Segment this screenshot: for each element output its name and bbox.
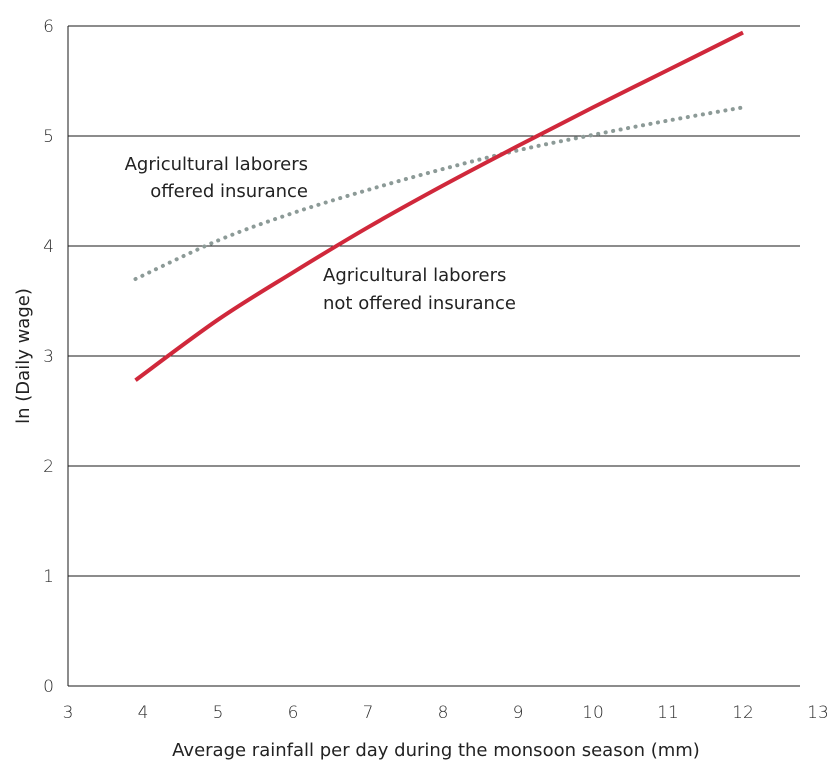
x-tick-label-9: 9 — [513, 703, 524, 723]
y-tick-label-6: 6 — [43, 17, 54, 37]
y-axis-title: ln (Daily wage) — [13, 288, 34, 424]
x-tick-label-3: 3 — [63, 703, 74, 723]
x-tick-label-11: 11 — [657, 703, 679, 723]
series-line-offered-insurance — [133, 105, 745, 281]
x-tick-label-8: 8 — [438, 703, 449, 723]
x-tick-label-7: 7 — [363, 703, 374, 723]
y-tick-label-3: 3 — [43, 347, 54, 367]
x-tick-label-13: 13 — [807, 703, 829, 723]
series-line-not-offered-insurance — [134, 30, 744, 382]
axes — [67, 26, 800, 687]
y-tick-label-0: 0 — [43, 677, 54, 697]
y-tick-label-4: 4 — [43, 237, 54, 257]
y-tick-label-5: 5 — [43, 127, 54, 147]
x-tick-label-12: 12 — [732, 703, 754, 723]
x-tick-label-5: 5 — [213, 703, 224, 723]
annotation-not-offered-line2: not offered insurance — [323, 293, 516, 314]
x-tick-label-6: 6 — [288, 703, 299, 723]
x-tick-labels: 3 4 5 6 7 8 9 10 11 12 13 — [63, 703, 829, 723]
annotation-offered-line2: offered insurance — [150, 181, 308, 202]
annotation-not-offered-line1: Agricultural laborers — [323, 265, 506, 286]
series-lines — [133, 30, 745, 382]
x-axis-title: Average rainfall per day during the mons… — [172, 740, 700, 761]
y-tick-label-2: 2 — [43, 457, 54, 477]
x-tick-label-4: 4 — [138, 703, 149, 723]
grid-lines — [68, 25, 800, 577]
annotation-offered-line1: Agricultural laborers — [125, 154, 308, 175]
y-tick-label-1: 1 — [43, 567, 54, 587]
y-tick-labels: 0 1 2 3 4 5 6 — [43, 17, 54, 697]
x-tick-label-10: 10 — [582, 703, 604, 723]
